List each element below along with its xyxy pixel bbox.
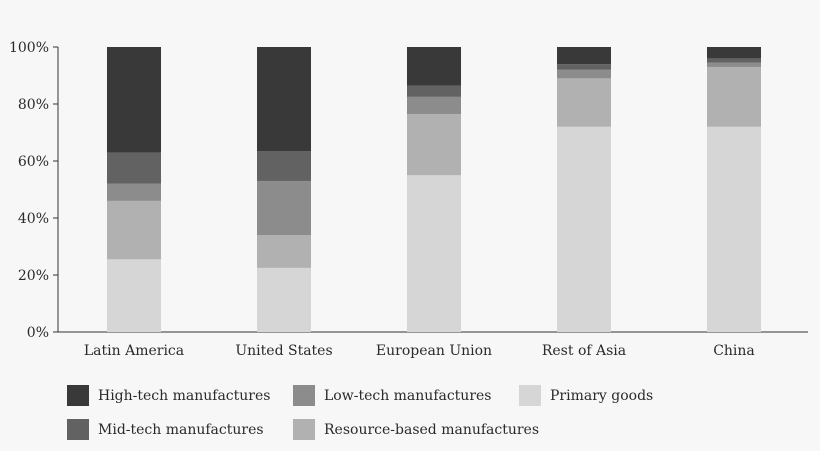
bar-segment [407, 47, 461, 86]
bar-segment [557, 78, 611, 127]
legend-swatch [519, 385, 541, 406]
y-tick-label: 80% [18, 97, 49, 113]
y-tick-label: 40% [18, 211, 49, 227]
bar-segment [257, 180, 311, 236]
bar-segment [557, 64, 611, 70]
legend-label: Mid-tech manufactures [98, 422, 264, 438]
x-category-label: European Union [376, 343, 492, 359]
legend-label: Primary goods [550, 388, 653, 404]
legend-swatch [293, 419, 315, 440]
y-tick-label: 60% [18, 154, 49, 170]
bar-segment [407, 113, 461, 176]
bar-segment [257, 47, 311, 152]
bar-segment [257, 267, 311, 332]
bar-segment [107, 47, 161, 153]
bar-segment [707, 66, 761, 127]
bar-segment [707, 126, 761, 332]
y-tick-label: 0% [27, 325, 49, 341]
bar-segment [407, 175, 461, 332]
x-category-label: Rest of Asia [542, 343, 626, 359]
bar-segment [707, 62, 761, 67]
legend-label: High-tech manufactures [98, 388, 270, 404]
bar-segment [407, 85, 461, 97]
bar-segment [557, 47, 611, 65]
legend-label: Low-tech manufactures [324, 388, 492, 404]
bar-segment [557, 126, 611, 332]
bar-segment [107, 259, 161, 332]
bar-segment [257, 235, 311, 268]
bar-segment [107, 152, 161, 184]
legend-swatch [293, 385, 315, 406]
y-tick-label: 20% [18, 268, 49, 284]
bar-segment [557, 69, 611, 79]
x-category-label: China [713, 343, 755, 359]
x-category-label: Latin America [84, 343, 184, 359]
bar-segment [707, 58, 761, 63]
legend-swatch [67, 419, 89, 440]
bar-segment [707, 47, 761, 59]
y-tick-label: 100% [9, 40, 49, 56]
x-category-label: United States [235, 343, 332, 359]
bar-segment [107, 200, 161, 260]
bar-segment [107, 183, 161, 201]
legend-label: Resource-based manufactures [324, 422, 539, 438]
bar-segment [257, 151, 311, 181]
bar-segment [407, 96, 461, 114]
legend-swatch [67, 385, 89, 406]
